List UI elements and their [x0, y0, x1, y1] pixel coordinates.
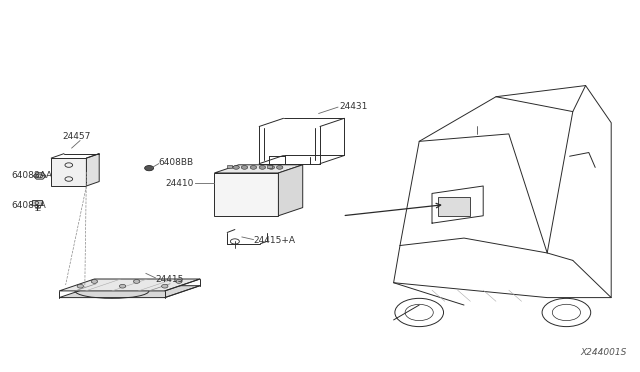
- Polygon shape: [278, 165, 303, 216]
- Circle shape: [77, 284, 83, 288]
- Circle shape: [119, 284, 125, 288]
- Circle shape: [175, 280, 182, 283]
- Text: 24410: 24410: [165, 179, 193, 187]
- Polygon shape: [51, 158, 86, 186]
- Polygon shape: [33, 173, 46, 179]
- Polygon shape: [59, 286, 200, 298]
- Circle shape: [233, 166, 239, 169]
- Text: 6408BB: 6408BB: [159, 158, 194, 167]
- Circle shape: [250, 166, 257, 169]
- Text: 24431: 24431: [339, 102, 367, 110]
- Polygon shape: [214, 173, 278, 216]
- Circle shape: [145, 166, 154, 171]
- Text: 24415+A: 24415+A: [253, 236, 296, 245]
- Circle shape: [134, 280, 140, 283]
- Circle shape: [268, 166, 275, 169]
- Text: 24457: 24457: [62, 132, 90, 141]
- Circle shape: [241, 166, 248, 169]
- Polygon shape: [86, 154, 99, 186]
- Polygon shape: [59, 279, 200, 291]
- Text: X244001S: X244001S: [581, 348, 627, 357]
- Text: 24415: 24415: [156, 275, 184, 284]
- Bar: [227, 165, 232, 167]
- Polygon shape: [32, 200, 42, 205]
- Circle shape: [259, 166, 266, 169]
- Circle shape: [91, 280, 97, 283]
- Circle shape: [276, 166, 283, 169]
- Text: 64088AA: 64088AA: [12, 171, 52, 180]
- Bar: [438, 197, 470, 216]
- Text: 64088A: 64088A: [12, 201, 46, 210]
- Polygon shape: [214, 165, 303, 173]
- Circle shape: [162, 284, 168, 288]
- Bar: [267, 165, 272, 167]
